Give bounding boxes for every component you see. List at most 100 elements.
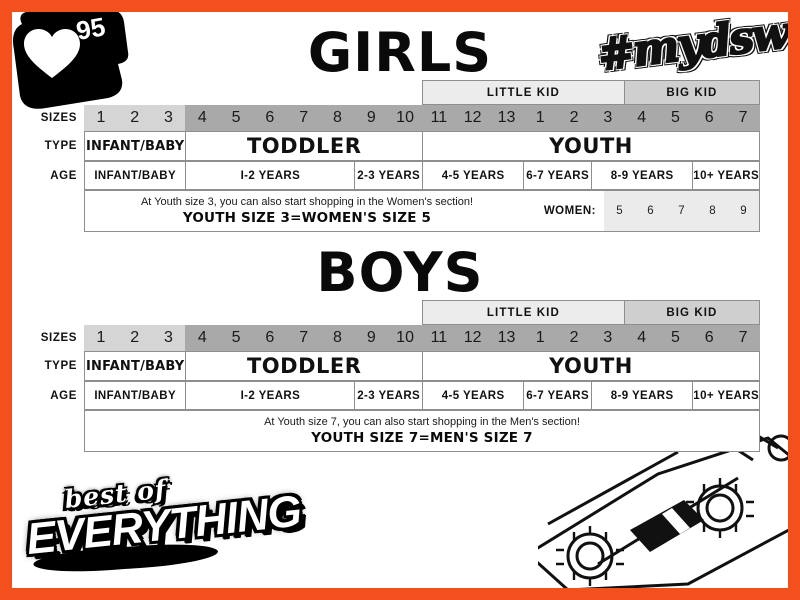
size-cell: 13 (489, 105, 524, 131)
size-cell: 1 (84, 105, 118, 131)
adult-size-cell: 7 (678, 205, 685, 217)
sizes-row-girls: SIZES 1 2 3 4 5 6 7 8 9 10 11 12 13 1 2 3 4 5 6 7 (30, 105, 760, 131)
adult-size-cell: 9 (740, 205, 747, 217)
page-title-boys: BOYS (316, 241, 484, 304)
size-cell: 5 (658, 105, 693, 131)
row-label-type: TYPE (44, 140, 77, 152)
size-cell: 3 (151, 105, 186, 131)
size-cell: 4 (624, 105, 659, 131)
size-cell: 12 (455, 325, 490, 351)
row-label-note (30, 190, 84, 232)
age-cell: 8-9 YEARS (590, 161, 693, 190)
size-cell: 1 (523, 325, 558, 351)
type-cell: TODDLER (185, 351, 422, 381)
type-row-boys-cells: INFANT/BABY TODDLER YOUTH (84, 351, 760, 381)
adult-conversion-label: WOMEN: (533, 191, 604, 231)
size-cell: 2 (557, 325, 591, 351)
size-cell: 6 (252, 105, 287, 131)
size-cell: 9 (354, 325, 389, 351)
age-cell: 2-3 YEARS (354, 161, 422, 190)
conversion-note-text: At Youth size 7, you can also start shop… (85, 413, 759, 449)
conversion-note-boys: At Youth size 7, you can also start shop… (84, 410, 760, 452)
size-cell: 6 (692, 325, 727, 351)
age-cell: 8-9 YEARS (590, 381, 693, 410)
size-cell: 11 (421, 105, 456, 131)
conversion-note-line1: At Youth size 7, you can also start shop… (264, 415, 580, 428)
sizes-row-boys-cells: 1 2 3 4 5 6 7 8 9 10 11 12 13 1 2 3 4 5 6 7 (84, 325, 760, 351)
age-cell: I-2 YEARS (185, 381, 355, 410)
note-row-boys: At Youth size 7, you can also start shop… (30, 410, 760, 452)
age-cell: 2-3 YEARS (354, 381, 422, 410)
note-row-boys-cells: At Youth size 7, you can also start shop… (84, 410, 760, 452)
kid-band-big-kid: BIG KID (624, 300, 760, 325)
size-cell: 7 (726, 325, 760, 351)
adult-conversion-strip: WOMEN: 5 6 7 8 9 (533, 191, 759, 231)
poster-canvas: 95 #mydsw (12, 12, 788, 588)
kid-band-little-kid: LITTLE KID (422, 80, 625, 105)
size-cell: 12 (455, 105, 490, 131)
adult-size-cell: 5 (616, 205, 623, 217)
type-cell: INFANT/BABY (84, 131, 186, 161)
size-chart-boys: LITTLE KID BIG KID SIZES 1 2 3 4 5 6 7 8 9 10 11 12 13 1… (12, 300, 788, 452)
note-row-girls-cells: At Youth size 3, you can also start shop… (84, 190, 760, 232)
row-label-note (30, 410, 84, 452)
size-cell: 2 (117, 325, 152, 351)
age-cell: 6-7 YEARS (523, 161, 591, 190)
adult-size-cell: 6 (647, 205, 654, 217)
row-label-age: AGE (50, 169, 77, 182)
svg-text:95: 95 (74, 12, 108, 46)
sizes-row-boys: SIZES 1 2 3 4 5 6 7 8 9 10 11 12 13 1 2 3 4 5 6 7 (30, 325, 760, 351)
conversion-note-line2: YOUTH SIZE 7=MEN'S SIZE 7 (311, 429, 533, 446)
size-cell: 2 (117, 105, 152, 131)
kid-band-little-kid: LITTLE KID (422, 300, 625, 325)
age-row-girls: AGE INFANT/BABY I-2 YEARS 2-3 YEARS 4-5 YEAR… (30, 161, 760, 190)
sneaker-line-art (538, 404, 788, 588)
age-cell: 4-5 YEARS (421, 381, 524, 410)
sneaker-icon (538, 422, 788, 588)
conversion-note-line1: At Youth size 3, you can also start shop… (140, 195, 474, 208)
size-cell: 7 (286, 325, 321, 351)
type-cell: YOUTH (421, 351, 760, 381)
size-cell: 4 (624, 325, 659, 351)
conversion-note-text: At Youth size 3, you can also start shop… (85, 193, 759, 229)
size-cell: 5 (658, 325, 693, 351)
size-cell: 9 (354, 105, 389, 131)
size-cell: 6 (692, 105, 727, 131)
sizes-row-girls-cells: 1 2 3 4 5 6 7 8 9 10 11 12 13 1 2 3 4 5 6 7 (84, 105, 760, 131)
size-cell: 11 (421, 325, 456, 351)
type-cell: TODDLER (185, 131, 422, 161)
size-cell: 3 (590, 325, 625, 351)
size-cell: 4 (185, 105, 220, 131)
size-cell: 5 (219, 105, 253, 131)
page-title-girls: GIRLS (307, 21, 493, 84)
size-cell: 3 (590, 105, 625, 131)
age-row-boys-cells: INFANT/BABY I-2 YEARS 2-3 YEARS 4-5 YEARS 6-… (84, 381, 760, 410)
type-row-girls: TYPE INFANT/BABY TODDLER YOUTH (30, 131, 760, 161)
row-label-type: TYPE (44, 360, 77, 372)
type-cell: YOUTH (421, 131, 760, 161)
kid-band-row-girls: LITTLE KID BIG KID (30, 80, 760, 105)
size-cell: 13 (489, 325, 524, 351)
type-row-girls-cells: INFANT/BABY TODDLER YOUTH (84, 131, 760, 161)
row-label-age: AGE (50, 389, 77, 402)
size-cell: 10 (388, 105, 422, 131)
kid-band-spacer (30, 300, 422, 325)
size-cell: 5 (219, 325, 253, 351)
note-row-girls: At Youth size 3, you can also start shop… (30, 190, 760, 232)
age-cell: 10+ YEARS (692, 161, 760, 190)
heart-badge-logo: 95 (12, 12, 134, 111)
conversion-note-line2: YOUTH SIZE 3=WOMEN'S SIZE 5 (182, 209, 432, 226)
adult-conversion-cells: 5 6 7 8 9 (604, 191, 759, 231)
kid-band-big-kid: BIG KID (624, 80, 760, 105)
age-row-girls-cells: INFANT/BABY I-2 YEARS 2-3 YEARS 4-5 YEARS 6-… (84, 161, 760, 190)
size-cell: 7 (726, 105, 760, 131)
age-cell: INFANT/BABY (84, 381, 186, 410)
size-cell: 10 (388, 325, 422, 351)
conversion-note-girls: At Youth size 3, you can also start shop… (84, 190, 760, 232)
row-label-sizes: SIZES (40, 112, 77, 124)
size-cell: 1 (84, 325, 118, 351)
age-cell: I-2 YEARS (185, 161, 355, 190)
row-label-sizes: SIZES (40, 332, 77, 344)
kid-band-row-boys: LITTLE KID BIG KID (30, 300, 760, 325)
